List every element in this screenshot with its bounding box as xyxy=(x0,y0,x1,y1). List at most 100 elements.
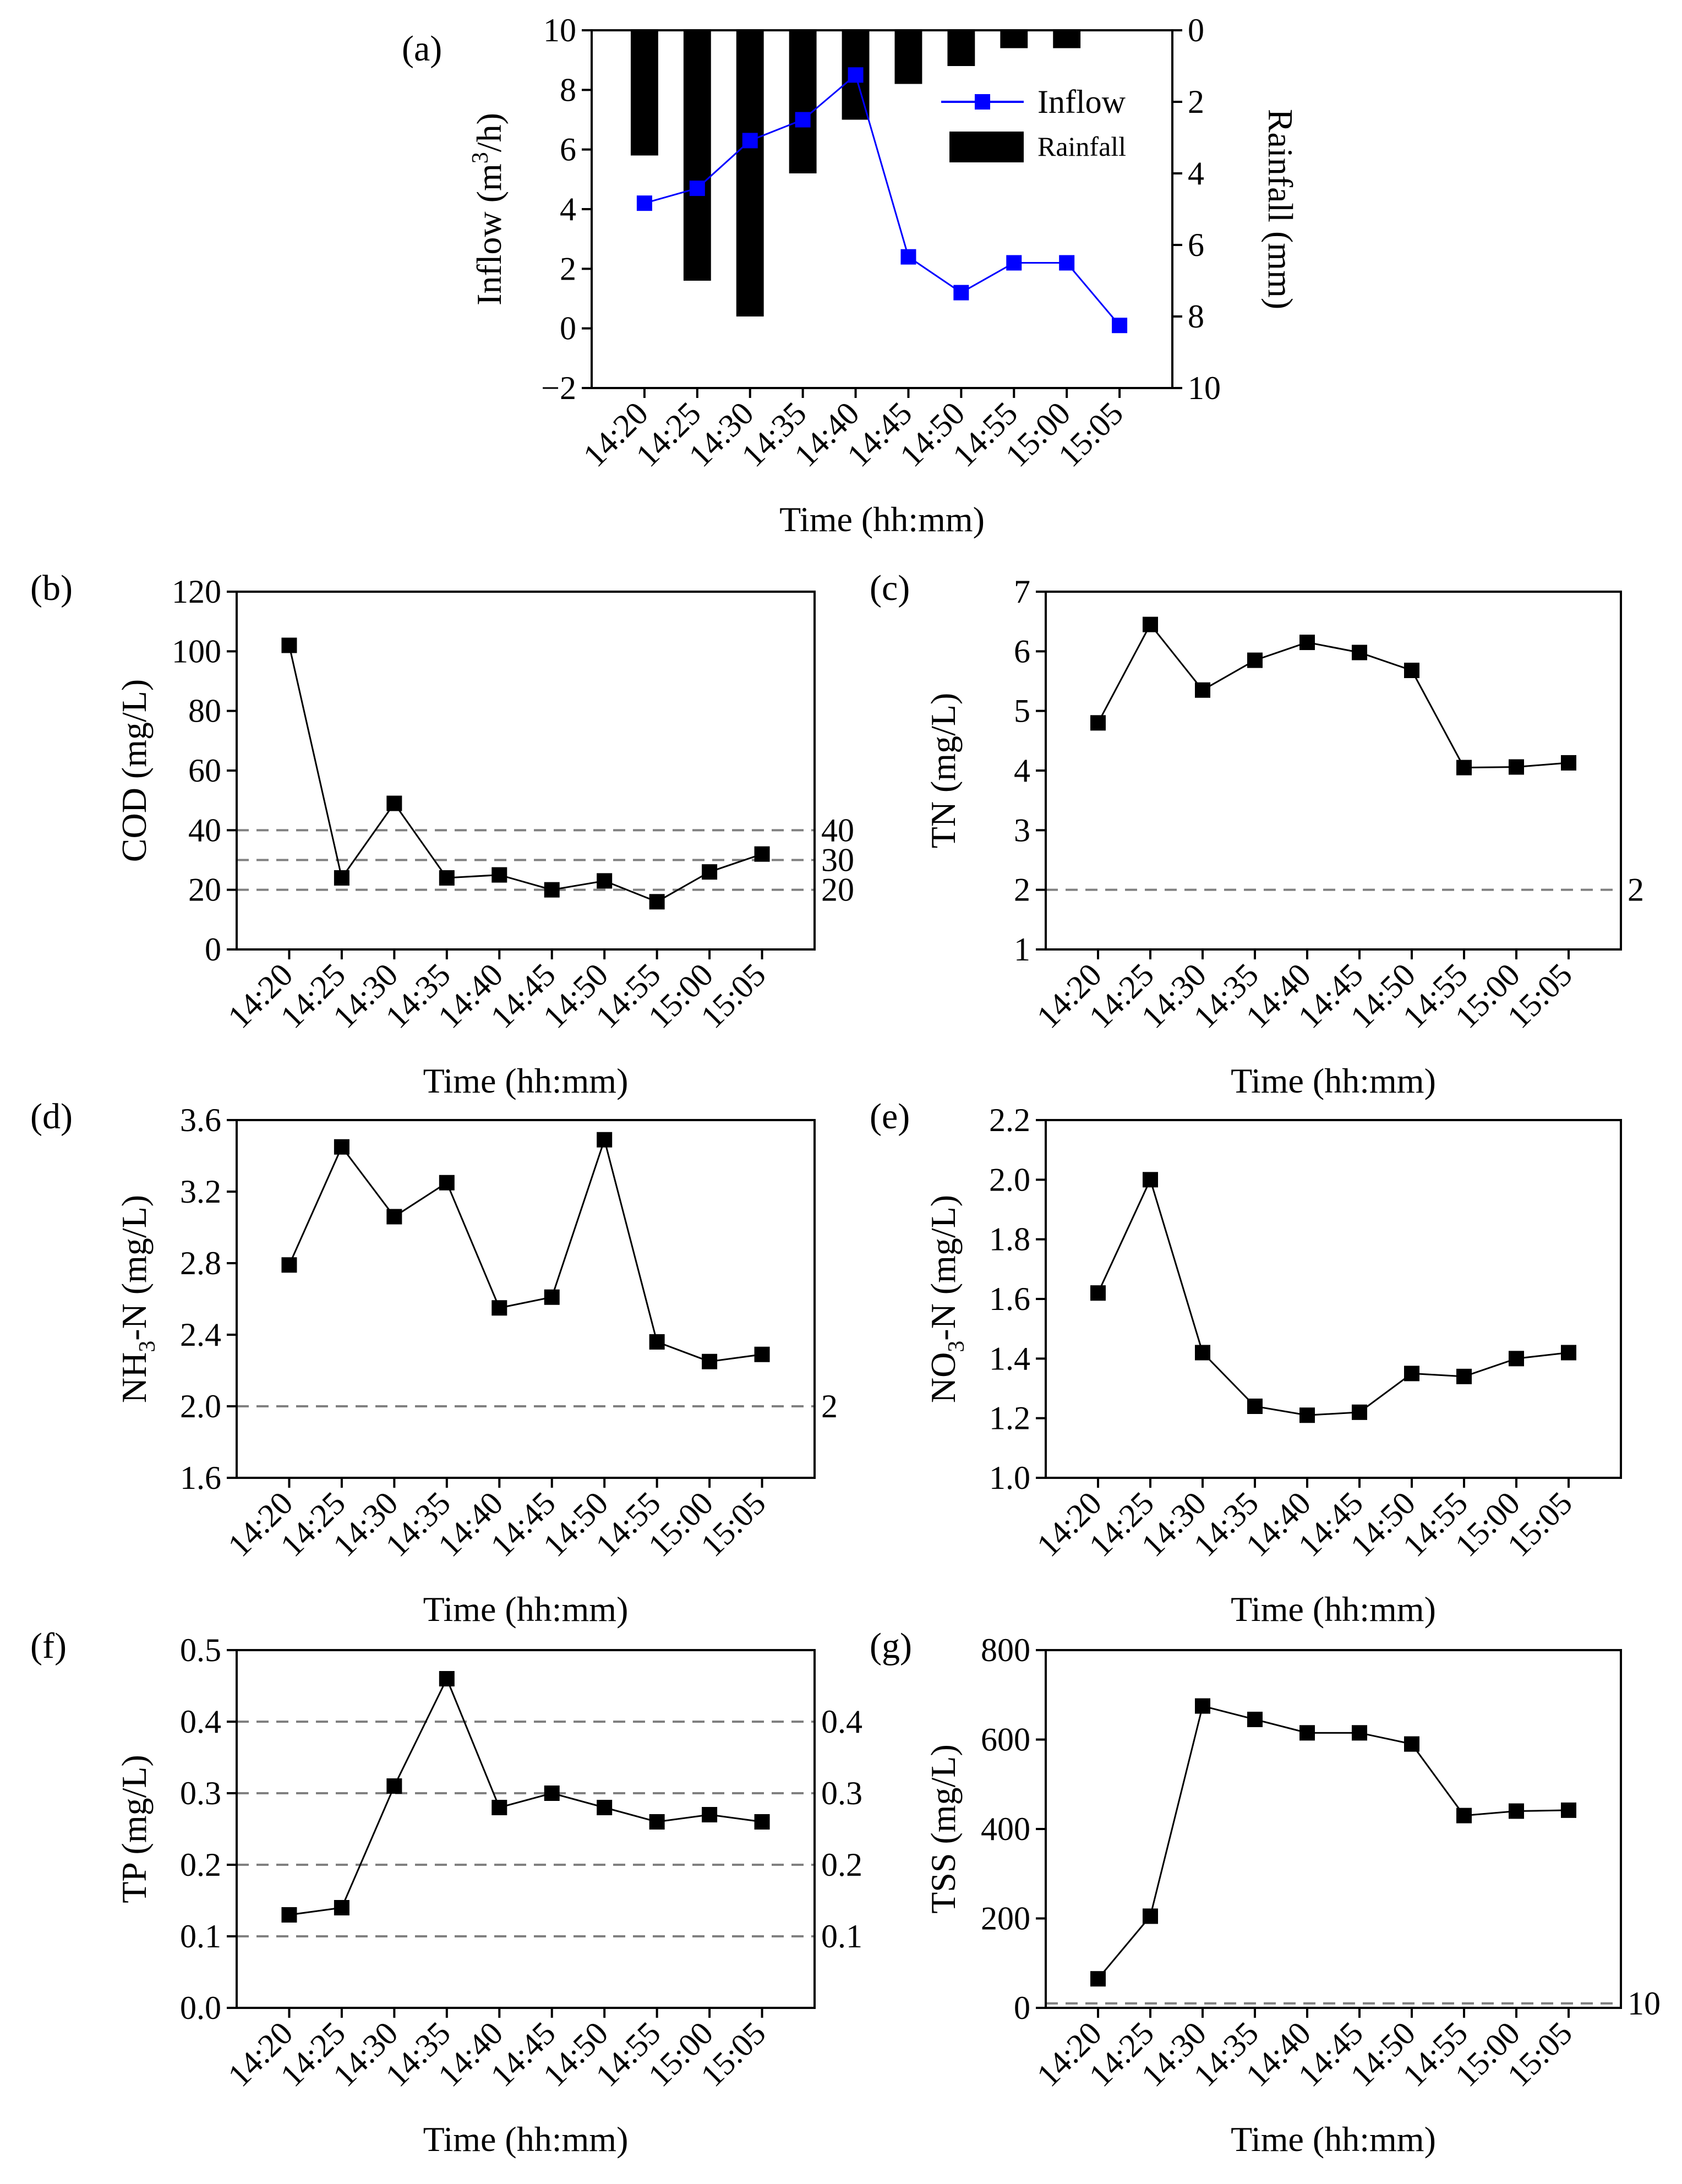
rainfall-bar xyxy=(683,30,711,281)
y-tick-label: 2 xyxy=(560,250,576,287)
data-point xyxy=(492,1300,507,1316)
y-tick-label: 800 xyxy=(981,1632,1030,1668)
series-line xyxy=(289,1677,762,1916)
data-point xyxy=(649,1334,665,1350)
y2-axis-title: Rainfall (mm) xyxy=(1261,109,1300,309)
x-axis-title: Time (hh:mm) xyxy=(1231,2120,1436,2159)
data-point xyxy=(1247,1711,1263,1727)
data-point xyxy=(281,1257,297,1273)
data-point xyxy=(386,1778,402,1794)
panel-label: (e) xyxy=(870,1096,910,1137)
y-tick-label: 1.4 xyxy=(989,1340,1030,1377)
data-point xyxy=(439,870,455,886)
data-point xyxy=(492,1800,507,1815)
reference-line-label: 0.4 xyxy=(821,1703,862,1740)
data-point xyxy=(754,1346,770,1362)
rainfall-bar xyxy=(947,30,975,66)
x-axis-title: Time (hh:mm) xyxy=(423,1061,629,1100)
y-axis-title-superscript: 3 xyxy=(468,152,493,163)
x-axis-title: Time (hh:mm) xyxy=(779,500,985,539)
y-tick-label: 5 xyxy=(1014,693,1030,729)
y-tick-label: 0.3 xyxy=(180,1775,221,1811)
reference-line-label: 10 xyxy=(1628,1985,1661,2022)
plot-frame xyxy=(236,591,816,951)
data-point xyxy=(1112,318,1128,334)
reference-line-label: 0.2 xyxy=(821,1847,862,1883)
y2-tick-label: 4 xyxy=(1188,155,1204,192)
y-tick-label: 0.0 xyxy=(180,1990,221,2026)
reference-line-label: 0.1 xyxy=(821,1918,862,1954)
panel-label: (f) xyxy=(30,1626,67,1666)
data-point xyxy=(1404,663,1419,678)
data-point xyxy=(1456,760,1472,776)
y-tick-label: 100 xyxy=(172,633,221,669)
panel-c: (c)2123456714:2014:2514:3014:3514:4014:4… xyxy=(870,568,1644,1100)
data-point xyxy=(1561,755,1576,771)
y-axis-title: Inflow (m3/h) xyxy=(468,113,509,305)
y-axis-title-part: /h) xyxy=(469,113,509,152)
data-point xyxy=(1299,1725,1315,1741)
reference-line-label: 2 xyxy=(1628,872,1644,908)
rainfall-bar xyxy=(736,30,764,316)
data-point xyxy=(1456,1808,1472,1823)
y-tick-label: 3.2 xyxy=(180,1173,221,1210)
panel-label: (b) xyxy=(30,568,73,608)
y2-tick-label: 6 xyxy=(1188,227,1204,263)
data-point xyxy=(1299,1407,1315,1423)
y-tick-label: 2.0 xyxy=(989,1161,1030,1198)
y-tick-label: 8 xyxy=(560,72,576,108)
data-point xyxy=(1509,1803,1524,1819)
y-axis-title-part: NO xyxy=(924,1352,963,1403)
panel-g: (g)10020040060080014:2014:2514:3014:3514… xyxy=(870,1626,1661,2159)
y-axis-title-part: -N (mg/L) xyxy=(114,1195,154,1341)
data-point xyxy=(1247,1399,1263,1414)
y-tick-label: 2.0 xyxy=(180,1388,221,1424)
y-tick-label: 3 xyxy=(1014,812,1030,848)
y-tick-label: 80 xyxy=(188,693,221,729)
data-point xyxy=(544,882,560,898)
y2-tick-label: 0 xyxy=(1188,12,1204,48)
data-point xyxy=(742,133,758,149)
y-tick-label: 0 xyxy=(205,931,221,968)
y-axis-title: TP (mg/L) xyxy=(114,1755,154,1903)
data-point xyxy=(544,1786,560,1801)
data-point xyxy=(754,1814,770,1830)
data-point xyxy=(334,1139,349,1155)
y-tick-label: 0 xyxy=(1014,1990,1030,2026)
y-axis-title: TSS (mg/L) xyxy=(924,1744,963,1914)
data-point xyxy=(754,846,770,862)
y-axis-title-part: NH xyxy=(114,1352,154,1403)
y-axis-title-part: -N (mg/L) xyxy=(924,1195,963,1341)
data-point xyxy=(439,1175,455,1191)
data-point xyxy=(795,112,811,128)
panel-b: (b)40302002040608010012014:2014:2514:301… xyxy=(30,568,854,1100)
data-point xyxy=(702,1807,718,1822)
data-point xyxy=(1561,1345,1576,1361)
panel-label: (d) xyxy=(30,1096,73,1137)
data-point xyxy=(689,181,705,196)
data-point xyxy=(544,1289,560,1305)
y-tick-label: 0 xyxy=(560,310,576,347)
data-point xyxy=(1090,1971,1106,1987)
plot-frame xyxy=(1045,1119,1622,1479)
data-point xyxy=(1404,1736,1419,1752)
data-point xyxy=(281,1907,297,1923)
panel-e: (e)1.01.21.41.61.82.02.214:2014:2514:301… xyxy=(870,1096,1622,1629)
data-point xyxy=(649,1814,665,1830)
y-tick-label: 1.2 xyxy=(989,1400,1030,1437)
legend-rainfall-swatch xyxy=(949,132,1024,162)
data-point xyxy=(1352,645,1367,660)
data-point xyxy=(439,1671,455,1686)
data-point xyxy=(649,894,665,910)
y-axis-title: COD (mg/L) xyxy=(114,679,154,862)
data-point xyxy=(953,285,969,301)
reference-line-label: 2 xyxy=(821,1388,838,1424)
y-tick-label: 4 xyxy=(560,191,576,227)
y-axis-title-subscript: 3 xyxy=(135,1341,160,1352)
y-tick-label: 4 xyxy=(1014,752,1030,789)
data-point xyxy=(1195,1698,1210,1714)
data-point xyxy=(1090,1285,1106,1301)
rainfall-bar xyxy=(1053,30,1081,48)
y-tick-label: 7 xyxy=(1014,574,1030,610)
